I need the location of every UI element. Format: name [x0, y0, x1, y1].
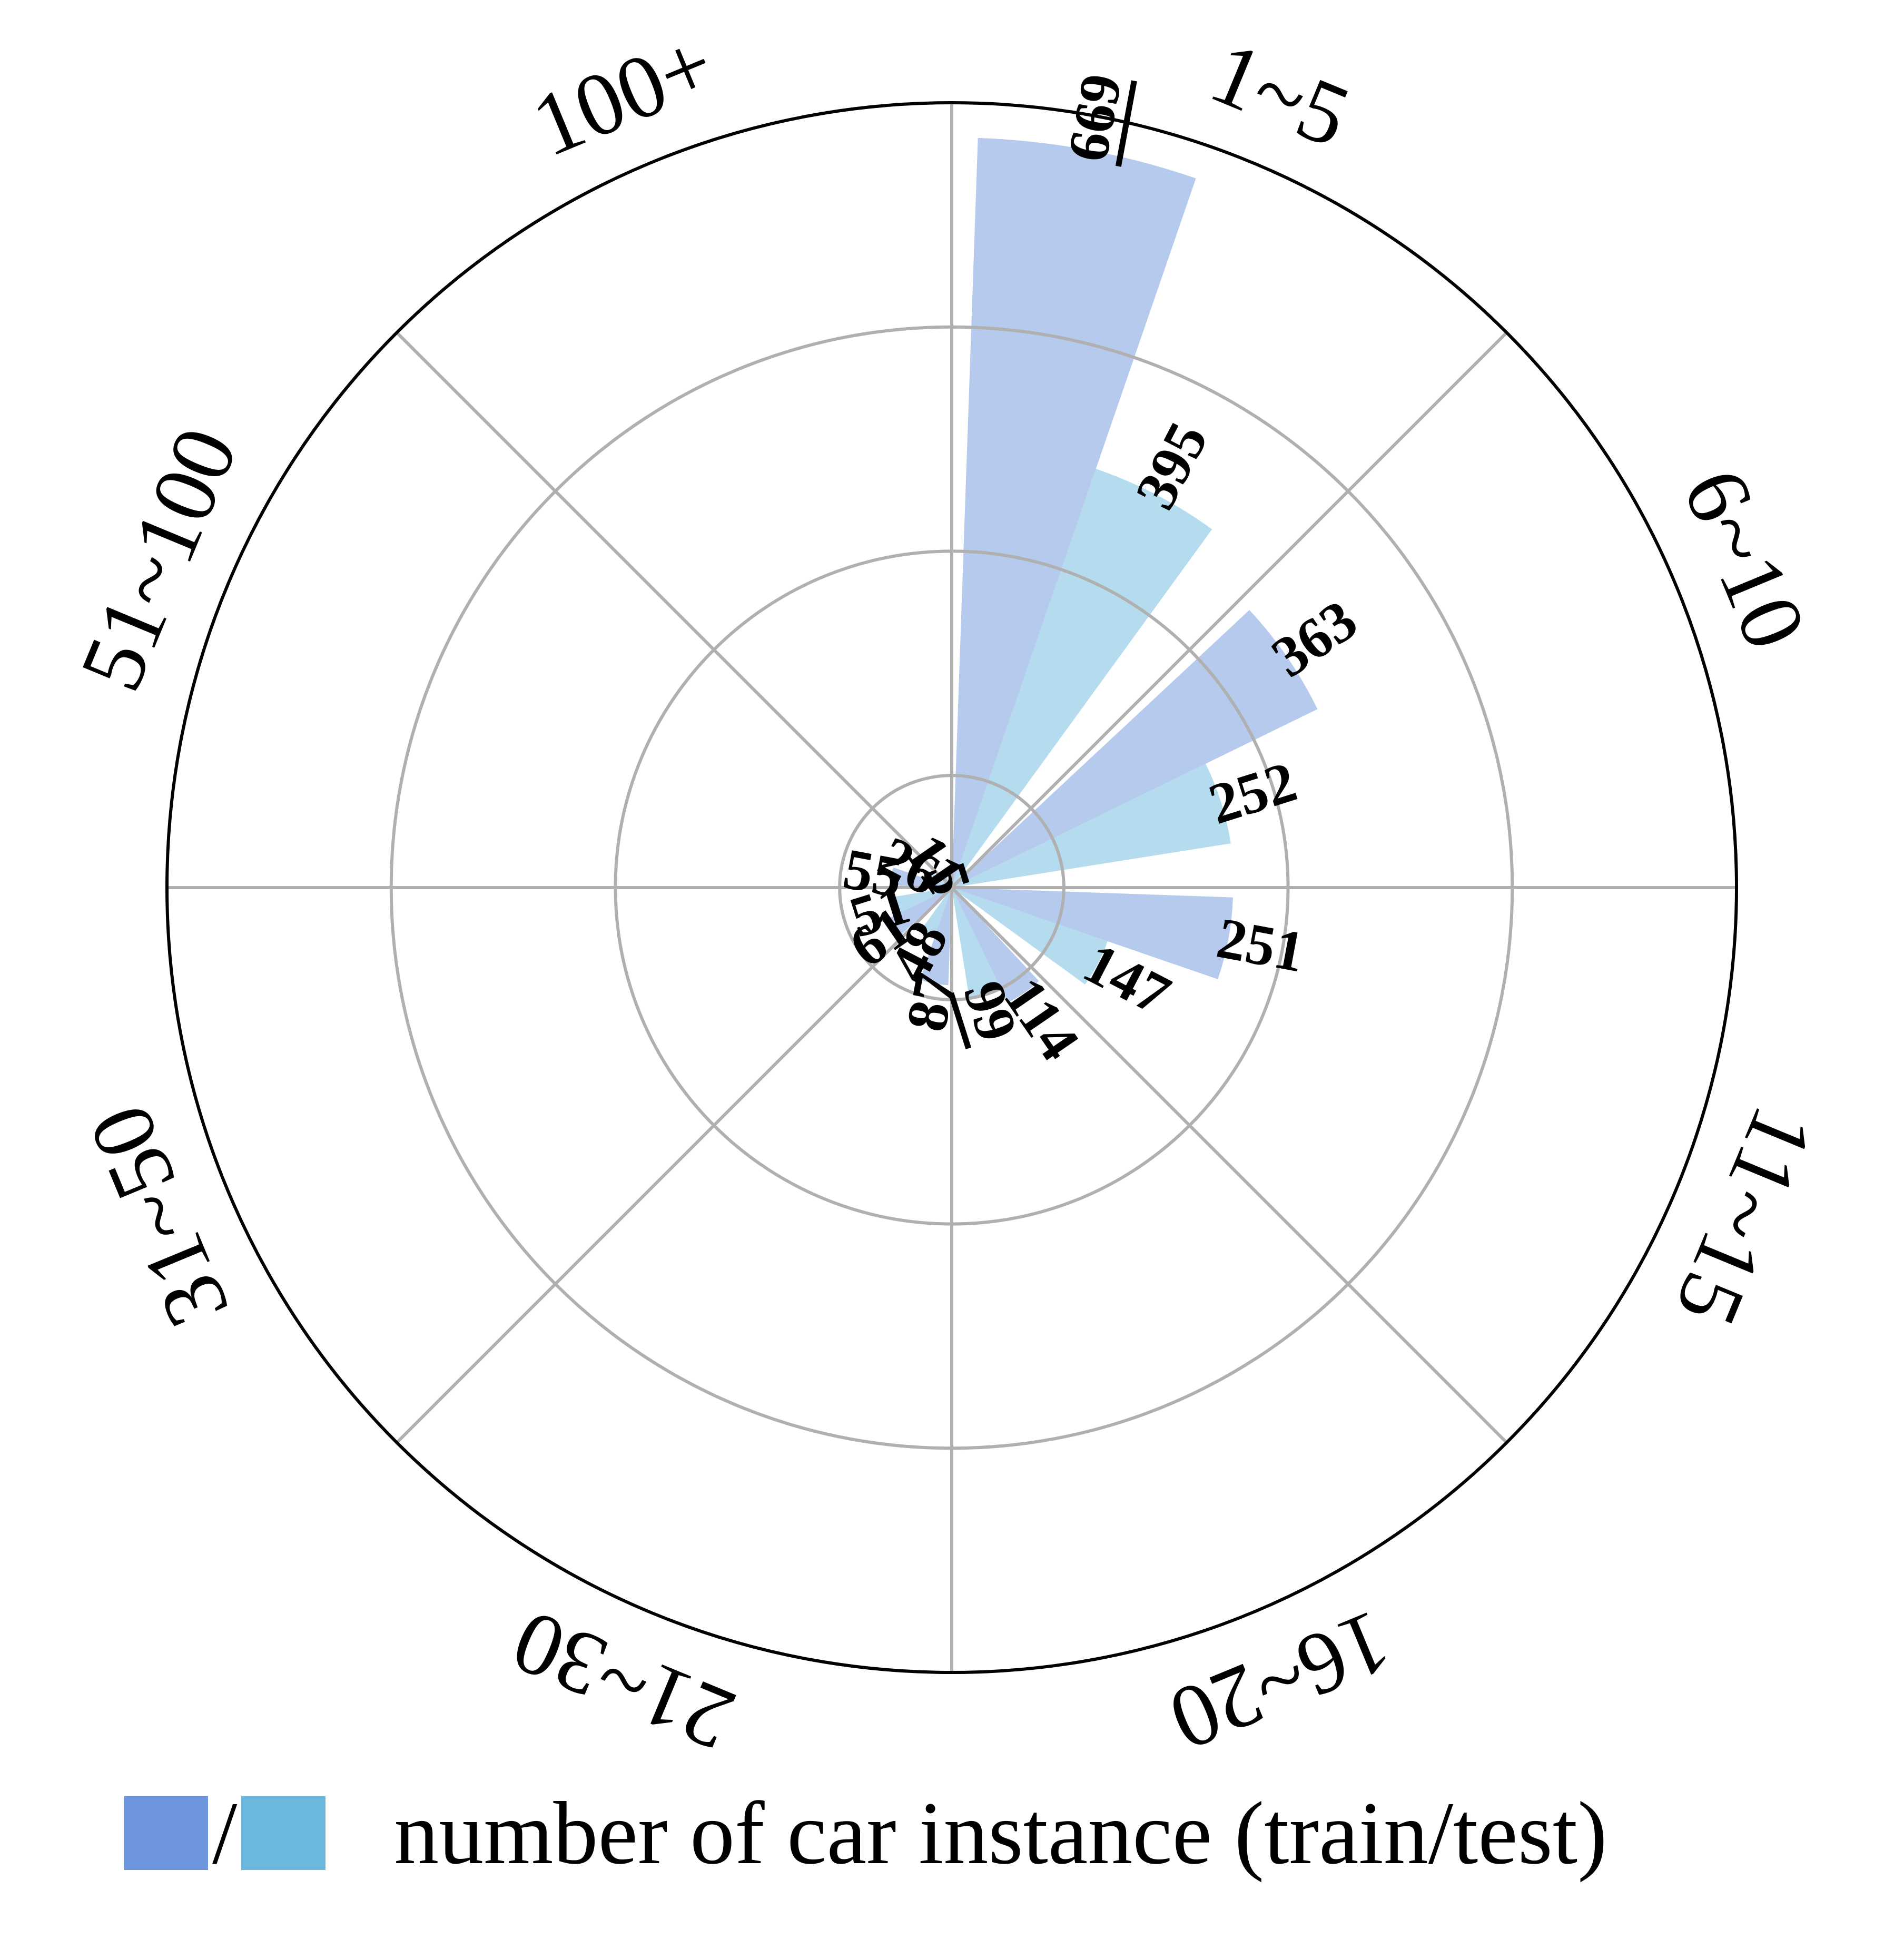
- legend-label: number of car instance (train/test): [394, 1784, 1607, 1883]
- bar-train: [952, 888, 1039, 1003]
- bar-train: [952, 888, 1233, 979]
- grid-layer: [165, 101, 1738, 1674]
- bar-test: [895, 888, 952, 913]
- bar-test: [952, 888, 1001, 998]
- bar-train: [920, 888, 952, 986]
- category-label: 16~20: [1156, 1591, 1404, 1770]
- legend-swatch-test: [241, 1796, 326, 1870]
- outer-circle: [165, 101, 1738, 1674]
- grid-spoke: [950, 331, 1508, 889]
- legend: / number of car instance (train/test): [124, 1778, 1607, 1888]
- category-label: 21~30: [499, 1591, 747, 1770]
- value-label-test: 252: [1201, 749, 1304, 836]
- bar-train: [952, 137, 1196, 888]
- bar-train: [890, 867, 952, 888]
- category-label: 11~15: [1656, 1094, 1834, 1338]
- bar-test: [952, 888, 1108, 985]
- category-label: 31~50: [70, 1092, 248, 1340]
- legend-separator: /: [212, 1784, 238, 1883]
- value-label-train: 55: [838, 836, 907, 910]
- category-label: 6~10: [1664, 456, 1826, 663]
- grid-spoke: [396, 886, 953, 1444]
- bar-train: [890, 888, 952, 934]
- bar-train: [952, 610, 1318, 888]
- bar-test: [952, 469, 1212, 888]
- bar-test: [952, 763, 1231, 888]
- bars-layer: [890, 137, 1318, 1003]
- grid-spoke: [950, 886, 1508, 1444]
- category-label: 100+: [519, 13, 727, 175]
- value-label-train: 87: [894, 967, 968, 1036]
- category-label: 51~100: [61, 414, 257, 704]
- bar-test: [924, 870, 952, 888]
- value-label-train: 669: [1055, 69, 1134, 166]
- value-label-train: 251: [1212, 905, 1309, 985]
- category-label: 1~5: [1198, 22, 1363, 166]
- legend-swatch-train: [124, 1796, 208, 1870]
- grid-spoke: [396, 331, 953, 889]
- bar-test: [920, 888, 952, 939]
